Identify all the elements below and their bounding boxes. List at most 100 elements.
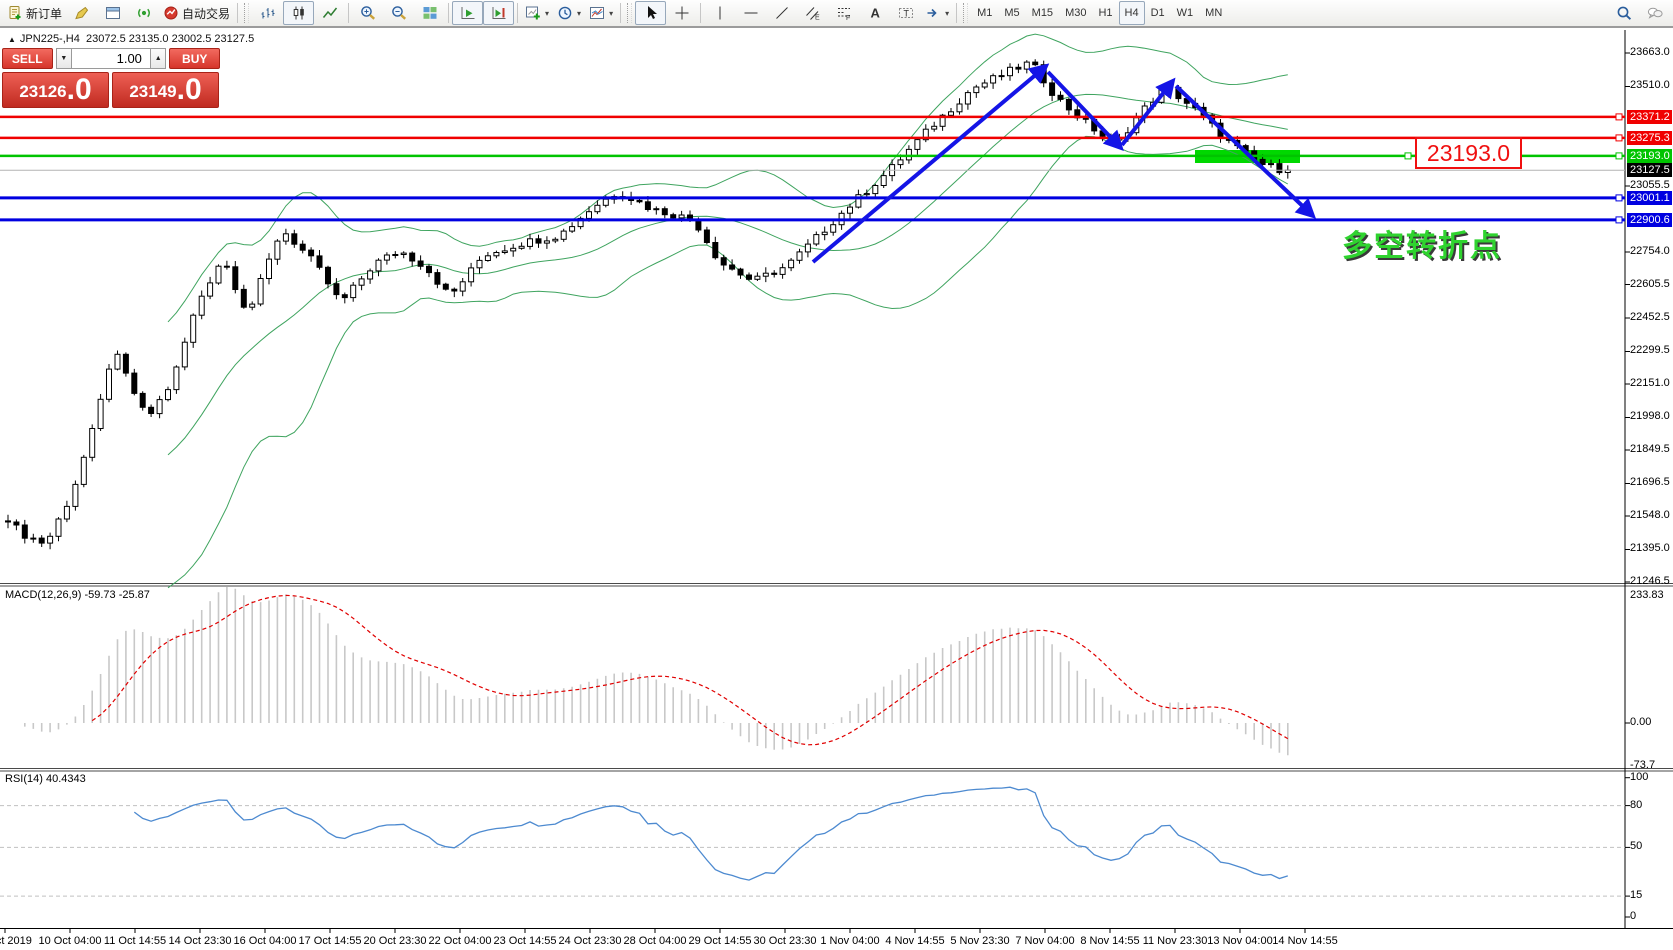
date-axis-label[interactable]: 20 Oct 23:30 bbox=[363, 935, 427, 947]
macd-axis-tick[interactable]: 0.00 bbox=[1630, 716, 1652, 728]
rsi-axis-tick[interactable]: 15 bbox=[1630, 889, 1643, 901]
date-axis-label[interactable]: 28 Oct 04:00 bbox=[623, 935, 687, 947]
sell-price-pips: .0 bbox=[66, 73, 92, 106]
crosshair-button[interactable] bbox=[666, 1, 697, 25]
date-axis-label[interactable]: 16 Oct 04:00 bbox=[233, 935, 297, 947]
cursor-button[interactable] bbox=[635, 1, 667, 25]
zoom-in-button[interactable] bbox=[352, 1, 383, 25]
date-axis-label[interactable]: 1 Nov 04:00 bbox=[820, 935, 880, 947]
date-axis-label[interactable]: 8 Oct 2019 bbox=[0, 935, 32, 947]
date-axis-label[interactable]: 23 Oct 14:55 bbox=[493, 935, 557, 947]
equidistant-channel-button[interactable]: E bbox=[797, 1, 828, 25]
zoom-out-button[interactable] bbox=[383, 1, 414, 25]
volume-field[interactable]: 1.00 bbox=[72, 48, 150, 69]
bar-chart-button[interactable] bbox=[252, 1, 283, 25]
date-axis-label[interactable]: 11 Oct 14:55 bbox=[103, 935, 167, 947]
highlighter-icon bbox=[74, 5, 90, 21]
toolbar-grip[interactable] bbox=[244, 3, 250, 23]
dropdown-caret-icon: ▾ bbox=[545, 8, 550, 18]
sell-button[interactable]: SELL bbox=[2, 48, 53, 69]
chat-button[interactable] bbox=[1639, 1, 1670, 25]
date-axis-label[interactable]: 5 Nov 23:30 bbox=[950, 935, 1010, 947]
date-axis-label[interactable]: 14 Oct 23:30 bbox=[168, 935, 232, 947]
date-axis-label[interactable]: 30 Oct 23:30 bbox=[753, 935, 817, 947]
macd-axis-tick[interactable]: 233.83 bbox=[1630, 589, 1664, 601]
tile-windows-button[interactable] bbox=[414, 1, 445, 25]
period-button[interactable]: ▾ bbox=[553, 1, 585, 25]
auto-scroll-button[interactable] bbox=[452, 1, 484, 25]
line-chart-button[interactable] bbox=[314, 1, 345, 25]
date-axis-label[interactable]: 4 Nov 14:55 bbox=[885, 935, 945, 947]
candlestick-chart-icon bbox=[291, 5, 307, 21]
rsi-axis-tick[interactable]: 0 bbox=[1630, 910, 1637, 922]
trendline-button[interactable] bbox=[766, 1, 797, 25]
text-button[interactable]: A bbox=[859, 1, 890, 25]
timeframe-m30-button[interactable]: M30 bbox=[1065, 7, 1087, 19]
sell-price[interactable]: 23126.0 bbox=[2, 72, 109, 108]
price-axis-tick[interactable]: 23663.0 bbox=[1630, 46, 1670, 58]
price-axis-tick[interactable]: 21696.5 bbox=[1630, 476, 1670, 488]
new-chart-button[interactable]: ▾ bbox=[521, 1, 553, 25]
auto-trading-button[interactable]: 自动交易 bbox=[159, 1, 234, 25]
signal-button[interactable] bbox=[128, 1, 159, 25]
timeframe-m1-button[interactable]: M1 bbox=[977, 7, 993, 19]
macd-axis-tick[interactable]: -73.7 bbox=[1630, 759, 1656, 771]
symbol-period-label: JPN225-,H4 bbox=[19, 33, 80, 45]
indicators-button[interactable]: ▾ bbox=[585, 1, 617, 25]
date-axis-label[interactable]: 13 Nov 04:00 bbox=[1207, 935, 1273, 947]
volume-up-button[interactable]: ▲ bbox=[149, 48, 167, 69]
price-axis-tick[interactable]: 21849.5 bbox=[1630, 443, 1670, 455]
price-axis-tick[interactable]: 21246.5 bbox=[1630, 575, 1670, 587]
timeframe-h4-button[interactable]: H4 bbox=[1118, 1, 1145, 25]
date-axis-label[interactable]: 17 Oct 14:55 bbox=[298, 935, 362, 947]
price-axis-tick[interactable]: 22299.5 bbox=[1630, 344, 1670, 356]
timeframe-h1-button[interactable]: H1 bbox=[1098, 7, 1113, 19]
date-axis-label[interactable]: 14 Nov 14:55 bbox=[1272, 935, 1338, 947]
timeframe-d1-button[interactable]: D1 bbox=[1150, 7, 1165, 19]
text-label-button[interactable]: T bbox=[890, 1, 921, 25]
timeframe-m15-button[interactable]: M15 bbox=[1031, 7, 1054, 19]
timeframe-w1-button[interactable]: W1 bbox=[1176, 7, 1194, 19]
date-axis-label[interactable]: 24 Oct 23:30 bbox=[558, 935, 622, 947]
price-axis-tick[interactable]: 22452.5 bbox=[1630, 311, 1670, 323]
arrows-button[interactable]: ▾ bbox=[921, 1, 953, 25]
date-axis-label[interactable]: 29 Oct 14:55 bbox=[688, 935, 752, 947]
price-axis-tick[interactable]: 23055.5 bbox=[1630, 179, 1670, 191]
price-axis-tick[interactable]: 22151.0 bbox=[1630, 377, 1670, 389]
rsi-axis-tick[interactable]: 80 bbox=[1630, 799, 1643, 811]
price-axis-tick[interactable]: 21548.0 bbox=[1630, 509, 1670, 521]
rsi-axis-tick[interactable]: 100 bbox=[1630, 771, 1649, 783]
search-button[interactable] bbox=[1608, 1, 1639, 25]
price-axis-tick[interactable]: 22754.0 bbox=[1630, 245, 1670, 257]
price-axis-tick[interactable]: 21998.0 bbox=[1630, 410, 1670, 422]
date-axis-label[interactable]: 8 Nov 14:55 bbox=[1080, 935, 1140, 947]
volume-down-button[interactable]: ▼ bbox=[55, 48, 73, 69]
timeframe-m5-button[interactable]: M5 bbox=[1004, 7, 1020, 19]
vertical-line-button[interactable] bbox=[704, 1, 735, 25]
rsi-axis-tick[interactable]: 50 bbox=[1630, 840, 1643, 852]
price-axis-tick[interactable]: 23510.0 bbox=[1630, 79, 1670, 91]
buy-price[interactable]: 23149.0 bbox=[112, 72, 219, 108]
toolbar-grip[interactable] bbox=[963, 3, 969, 23]
level-price-label: 22900.6 bbox=[1627, 213, 1672, 227]
price-axis-tick[interactable]: 22605.5 bbox=[1630, 278, 1670, 290]
timeframe-mn-button[interactable]: MN bbox=[1205, 7, 1223, 19]
collapse-triangle-icon[interactable]: ▲ bbox=[8, 35, 16, 44]
price-axis-tick[interactable]: 21395.0 bbox=[1630, 542, 1670, 554]
fibonacci-button[interactable]: F bbox=[828, 1, 859, 25]
chart-shift-button[interactable] bbox=[483, 1, 515, 25]
new-order-button[interactable]: 新订单 bbox=[3, 1, 66, 25]
date-axis-label[interactable]: 10 Oct 04:00 bbox=[38, 935, 102, 947]
horizontal-line-button[interactable] bbox=[735, 1, 766, 25]
highlighter-button[interactable] bbox=[66, 1, 97, 25]
date-axis-label[interactable]: 7 Nov 04:00 bbox=[1015, 935, 1075, 947]
buy-button[interactable]: BUY bbox=[169, 48, 220, 69]
candlestick-chart-button[interactable] bbox=[283, 1, 315, 25]
toolbar-grip[interactable] bbox=[627, 3, 633, 23]
text-icon: A bbox=[867, 5, 883, 21]
market-watch-button[interactable] bbox=[97, 1, 128, 25]
date-axis-label[interactable]: 11 Nov 23:30 bbox=[1142, 935, 1208, 947]
date-axis-label[interactable]: 22 Oct 04:00 bbox=[428, 935, 492, 947]
